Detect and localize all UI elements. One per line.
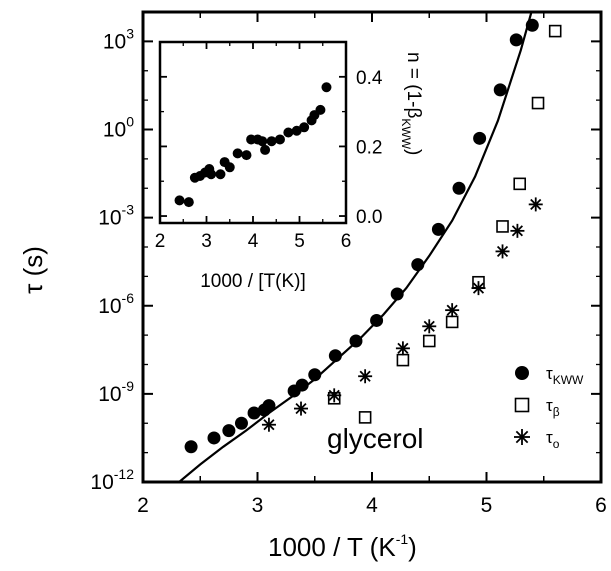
data-point-kww [247,406,261,420]
legend-marker-kww [515,366,529,380]
data-point-kww [295,378,309,392]
data-point-beta [422,334,436,348]
inset-data-point [183,197,194,208]
y-tick-label: 10-3 [98,202,134,230]
y-tick-label: 100 [103,114,134,142]
x-tick-label: 6 [595,494,607,517]
inset-data-point [315,104,326,115]
legend-marker-beta [514,397,530,413]
data-point-tau-o [495,244,510,259]
data-point-tau-o [422,319,437,334]
inset-data-point [224,162,235,173]
data-point-kww [234,416,248,430]
y-axis-label: τ (s) [18,246,48,294]
data-point-tau-o [528,197,543,212]
data-point-beta [445,315,459,329]
inset-x-tick-label: 3 [201,231,212,252]
inset-data-point [215,169,226,180]
inset-data-point [232,148,243,159]
inset-data-point [291,125,302,136]
y-tick-label: 10-12 [90,466,134,494]
fit-curve-layer [177,12,533,482]
data-point-tau-o [471,281,486,296]
legend-label: τβ [546,396,560,419]
data-point-tau-o [395,341,410,356]
data-point-kww [262,399,276,413]
inset-x-tick-label: 5 [294,231,305,252]
inset-y-tick-label: 0.4 [356,68,383,89]
data-point-kww [222,424,236,438]
x-tick-label: 3 [252,494,264,517]
data-point-beta [496,220,509,233]
inset-data-point [241,150,252,161]
inset-data-point [206,169,217,180]
glycerol-annotation: glycerol [327,423,423,454]
data-point-kww [452,181,466,195]
inset-x-tick-label: 2 [155,231,166,252]
data-point-tau-o [261,417,276,432]
data-point-kww [411,258,425,272]
data-point-tau-o [327,388,342,403]
data-point-beta [548,24,562,38]
legend-label: τo [546,428,560,451]
inset-data-point [260,144,271,155]
inset-y-tick-label: 0.0 [356,207,382,228]
inset-x-tick-label: 4 [248,231,259,252]
data-point-tau-o [445,303,460,318]
legend: τKWW τβ τo [514,364,584,451]
legend-marker-tau-o [514,429,530,445]
y-tick-label: 10-6 [98,290,134,318]
x-tick-label: 4 [366,494,378,517]
inset-y-tick-label: 0.2 [356,137,382,158]
inset-data-point [257,136,268,147]
data-point-kww [431,222,445,236]
fit-curve [177,12,533,482]
data-point-beta [358,411,372,424]
inset-x-tick-label: 6 [341,231,352,252]
data-point-beta [513,177,527,191]
data-point-kww [509,33,523,47]
data-point-tau-o [510,223,525,238]
data-point-beta [396,353,410,367]
main-tick-layer: 2 3 4 5 6 103 100 10-3 10-6 10-9 10-12 [90,11,607,517]
data-point-kww [525,18,539,32]
x-tick-label: 5 [481,494,493,517]
y-tick-label: 103 [103,25,134,53]
data-point-kww [349,334,363,348]
data-marks-layer [184,18,562,454]
inset-y-axis-label: n = (1-βKWW) [399,52,424,155]
data-point-kww [370,313,384,327]
data-point-beta [531,96,545,110]
inset-tick-layer: 2 3 4 5 60.0 0.2 0.4 [155,42,383,252]
data-point-kww [473,131,487,145]
inset-data-point [299,122,310,133]
inset-data-point [274,134,285,145]
data-point-kww [207,431,221,445]
legend-label: τKWW [546,364,584,387]
inset-data-point [266,136,277,147]
data-point-kww [308,368,322,382]
inset-data-point [321,82,332,93]
inset-marks-layer [174,82,332,208]
y-tick-label: 10-9 [98,378,134,406]
inset-x-axis-label: 1000 / [T(K)] [200,271,306,292]
x-axis-label: 1000 / T (K-1) [268,531,417,562]
x-tick-label: 2 [137,494,149,517]
data-point-tau-o [358,369,373,384]
inset-data-point [174,195,185,206]
data-point-kww [184,440,198,454]
data-point-kww [328,349,342,363]
inset-plot: 2 3 4 5 60.0 0.2 0.4 1000 / [T(K)] n = (1-βKWW… [155,40,424,292]
data-point-tau-o [294,401,309,416]
data-point-kww [390,287,404,301]
main-plot: 2 3 4 5 6 103 100 10-3 10-6 10-9 10-12 glycerol τK… [90,10,607,517]
inset-background [160,42,346,223]
data-point-kww [493,83,507,97]
inset-data-point [283,127,294,138]
